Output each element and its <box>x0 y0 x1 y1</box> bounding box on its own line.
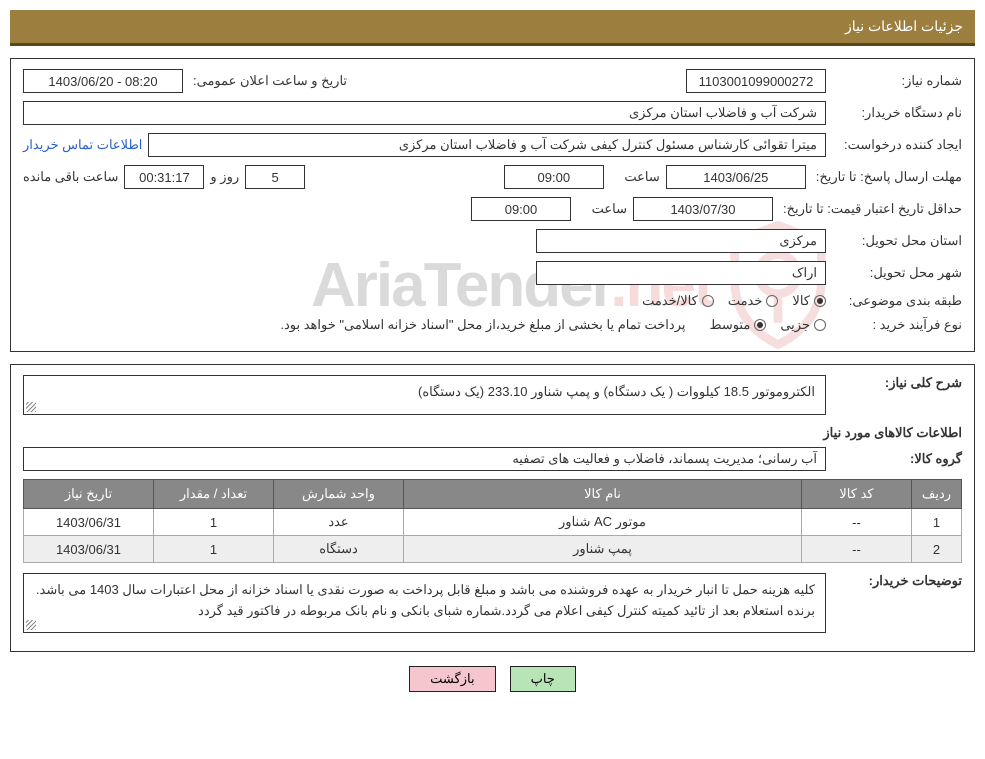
province-value: مرکزی <box>536 229 826 253</box>
need-number-label: شماره نیاز: <box>832 73 962 89</box>
radio-both[interactable]: کالا/خدمت <box>642 293 714 309</box>
row-province: استان محل تحویل: مرکزی <box>23 229 962 253</box>
resize-handle-icon[interactable] <box>26 620 36 630</box>
cell-unit: دستگاه <box>274 536 404 563</box>
row-deadline: مهلت ارسال پاسخ: تا تاریخ: 1403/06/25 سا… <box>23 165 962 189</box>
group-value: آب رسانی؛ مدیریت پسماند، فاضلاب و فعالیت… <box>23 447 826 471</box>
buyer-contact-link[interactable]: اطلاعات تماس خریدار <box>23 137 142 153</box>
detail-panel: شرح کلی نیاز: الکتروموتور 18.5 کیلووات (… <box>10 364 975 652</box>
cell-row: 1 <box>912 509 962 536</box>
cell-name: پمپ شناور <box>404 536 802 563</box>
row-need-number: شماره نیاز: 1103001099000272 تاریخ و ساع… <box>23 69 962 93</box>
cell-unit: عدد <box>274 509 404 536</box>
row-notes: توضیحات خریدار: کلیه هزینه حمل تا انبار … <box>23 573 962 633</box>
radio-icon <box>766 295 778 307</box>
province-label: استان محل تحویل: <box>832 233 962 249</box>
notes-text: کلیه هزینه حمل تا انبار خریدار به عهده ف… <box>23 573 826 633</box>
table-row: 1 -- موتور AC شناور عدد 1 1403/06/31 <box>24 509 962 536</box>
items-section-title: اطلاعات کالاهای مورد نیاز <box>23 425 962 441</box>
remaining-time: 00:31:17 <box>124 165 204 189</box>
row-city: شهر محل تحویل: اراک <box>23 261 962 285</box>
announce-label: تاریخ و ساعت اعلان عمومی: <box>189 73 347 89</box>
desc-value: الکتروموتور 18.5 کیلووات ( یک دستگاه) و … <box>23 375 826 415</box>
buyer-value: شرکت آب و فاضلاب استان مرکزی <box>23 101 826 125</box>
th-unit: واحد شمارش <box>274 480 404 509</box>
radio-icon <box>814 295 826 307</box>
row-desc: شرح کلی نیاز: الکتروموتور 18.5 کیلووات (… <box>23 375 962 415</box>
table-row: 2 -- پمپ شناور دستگاه 1 1403/06/31 <box>24 536 962 563</box>
validity-time: 09:00 <box>471 197 571 221</box>
desc-label: شرح کلی نیاز: <box>832 375 962 391</box>
cell-code: -- <box>802 536 912 563</box>
radio-icon <box>814 319 826 331</box>
requester-value: میترا تقوائی کارشناس مسئول کنترل کیفی شر… <box>148 133 826 157</box>
row-buyer: نام دستگاه خریدار: شرکت آب و فاضلاب استا… <box>23 101 962 125</box>
cell-qty: 1 <box>154 536 274 563</box>
time-label-1: ساعت <box>610 169 660 185</box>
requester-label: ایجاد کننده درخواست: <box>832 137 962 153</box>
radio-medium[interactable]: متوسط <box>709 317 766 333</box>
announce-value: 08:20 - 1403/06/20 <box>23 69 183 93</box>
page-header: جزئیات اطلاعات نیاز <box>10 10 975 46</box>
cell-row: 2 <box>912 536 962 563</box>
cell-date: 1403/06/31 <box>24 536 154 563</box>
cell-name: موتور AC شناور <box>404 509 802 536</box>
th-qty: تعداد / مقدار <box>154 480 274 509</box>
city-value: اراک <box>536 261 826 285</box>
need-number-value: 1103001099000272 <box>686 69 826 93</box>
info-panel: شماره نیاز: 1103001099000272 تاریخ و ساع… <box>10 58 975 352</box>
group-label: گروه کالا: <box>832 451 962 467</box>
cell-qty: 1 <box>154 509 274 536</box>
radio-icon <box>754 319 766 331</box>
days-value: 5 <box>245 165 305 189</box>
deadline-label: مهلت ارسال پاسخ: تا تاریخ: <box>812 169 962 185</box>
category-label: طبقه بندی موضوعی: <box>832 293 962 309</box>
back-button[interactable]: بازگشت <box>409 666 495 692</box>
buyer-label: نام دستگاه خریدار: <box>832 105 962 121</box>
row-process: نوع فرآیند خرید : جزیی متوسط پرداخت تمام… <box>23 317 962 333</box>
cell-code: -- <box>802 509 912 536</box>
deadline-date: 1403/06/25 <box>666 165 806 189</box>
process-label: نوع فرآیند خرید : <box>832 317 962 333</box>
resize-handle-icon[interactable] <box>26 402 36 412</box>
radio-goods[interactable]: کالا <box>792 293 826 309</box>
th-row: ردیف <box>912 480 962 509</box>
th-code: کد کالا <box>802 480 912 509</box>
time-label-2: ساعت <box>577 201 627 217</box>
radio-service[interactable]: خدمت <box>728 293 779 309</box>
cell-date: 1403/06/31 <box>24 509 154 536</box>
process-radio-group: جزیی متوسط <box>709 317 826 333</box>
notes-label: توضیحات خریدار: <box>832 573 962 589</box>
row-requester: ایجاد کننده درخواست: میترا تقوائی کارشنا… <box>23 133 962 157</box>
print-button[interactable]: چاپ <box>510 666 576 692</box>
items-table: ردیف کد کالا نام کالا واحد شمارش تعداد /… <box>23 479 962 563</box>
city-label: شهر محل تحویل: <box>832 265 962 281</box>
button-row: چاپ بازگشت <box>10 666 975 692</box>
table-header-row: ردیف کد کالا نام کالا واحد شمارش تعداد /… <box>24 480 962 509</box>
row-validity: حداقل تاریخ اعتبار قیمت: تا تاریخ: 1403/… <box>23 197 962 221</box>
category-radio-group: کالا خدمت کالا/خدمت <box>642 293 826 309</box>
row-category: طبقه بندی موضوعی: کالا خدمت کالا/خدمت <box>23 293 962 309</box>
days-label: روز و <box>210 169 239 185</box>
th-date: تاریخ نیاز <box>24 480 154 509</box>
remaining-label: ساعت باقی مانده <box>23 169 118 185</box>
radio-partial[interactable]: جزیی <box>780 317 826 333</box>
process-note: پرداخت تمام یا بخشی از مبلغ خرید،از محل … <box>280 317 685 333</box>
th-name: نام کالا <box>404 480 802 509</box>
validity-label: حداقل تاریخ اعتبار قیمت: تا تاریخ: <box>779 201 962 217</box>
page-title: جزئیات اطلاعات نیاز <box>845 18 963 34</box>
deadline-time: 09:00 <box>504 165 604 189</box>
row-group: گروه کالا: آب رسانی؛ مدیریت پسماند، فاضل… <box>23 447 962 471</box>
validity-date: 1403/07/30 <box>633 197 773 221</box>
radio-icon <box>702 295 714 307</box>
